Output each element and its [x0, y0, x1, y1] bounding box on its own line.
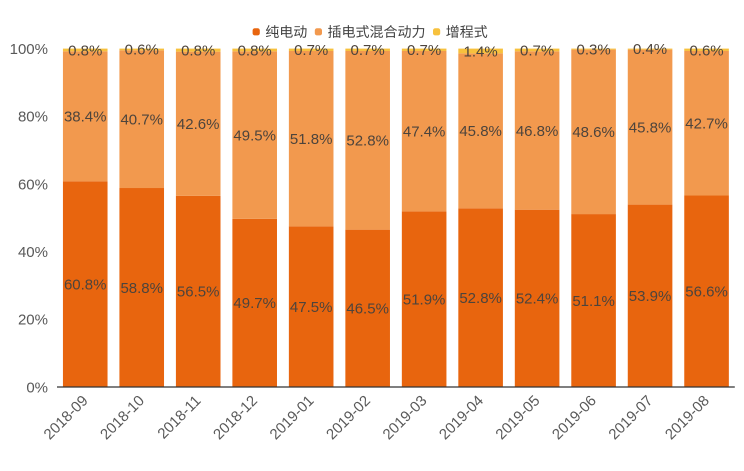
svg-text:0.4%: 0.4%	[633, 41, 667, 58]
svg-text:0.6%: 0.6%	[125, 42, 159, 59]
svg-text:45.8%: 45.8%	[629, 119, 672, 136]
svg-text:40%: 40%	[18, 244, 48, 261]
svg-text:0.3%: 0.3%	[576, 41, 610, 58]
svg-text:40.7%: 40.7%	[120, 111, 163, 128]
svg-text:49.7%: 49.7%	[233, 295, 276, 312]
svg-text:1.4%: 1.4%	[464, 43, 498, 60]
svg-text:48.6%: 48.6%	[572, 124, 615, 141]
svg-text:0.7%: 0.7%	[351, 42, 385, 59]
svg-text:80%: 80%	[18, 109, 48, 126]
svg-text:46.8%: 46.8%	[516, 123, 559, 140]
svg-text:42.7%: 42.7%	[685, 116, 728, 133]
svg-text:56.5%: 56.5%	[177, 284, 220, 301]
svg-text:38.4%: 38.4%	[64, 109, 107, 126]
svg-text:0.8%: 0.8%	[238, 42, 272, 59]
svg-text:52.8%: 52.8%	[459, 290, 502, 307]
svg-text:58.8%: 58.8%	[120, 280, 163, 297]
svg-text:51.8%: 51.8%	[290, 131, 333, 148]
svg-text:20%: 20%	[18, 312, 48, 329]
svg-text:0.7%: 0.7%	[294, 42, 328, 59]
svg-text:60.8%: 60.8%	[64, 276, 107, 293]
svg-text:52.4%: 52.4%	[516, 291, 559, 308]
svg-text:0%: 0%	[26, 379, 48, 396]
svg-text:56.6%: 56.6%	[685, 284, 728, 301]
svg-text:52.8%: 52.8%	[346, 133, 389, 150]
svg-text:51.1%: 51.1%	[572, 293, 615, 310]
svg-text:42.6%: 42.6%	[177, 116, 220, 133]
svg-text:53.9%: 53.9%	[629, 288, 672, 305]
svg-text:46.5%: 46.5%	[346, 301, 389, 318]
svg-text:45.8%: 45.8%	[459, 123, 502, 140]
svg-text:60%: 60%	[18, 176, 48, 193]
svg-text:0.8%: 0.8%	[181, 43, 215, 60]
svg-text:47.5%: 47.5%	[290, 299, 333, 316]
svg-text:49.5%: 49.5%	[233, 127, 276, 144]
svg-text:0.8%: 0.8%	[68, 42, 102, 59]
svg-text:51.9%: 51.9%	[403, 291, 446, 308]
svg-text:0.6%: 0.6%	[689, 42, 723, 59]
svg-text:47.4%: 47.4%	[403, 123, 446, 140]
svg-text:100%: 100%	[10, 41, 48, 58]
svg-text:0.7%: 0.7%	[520, 42, 554, 59]
svg-text:0.7%: 0.7%	[407, 42, 441, 59]
